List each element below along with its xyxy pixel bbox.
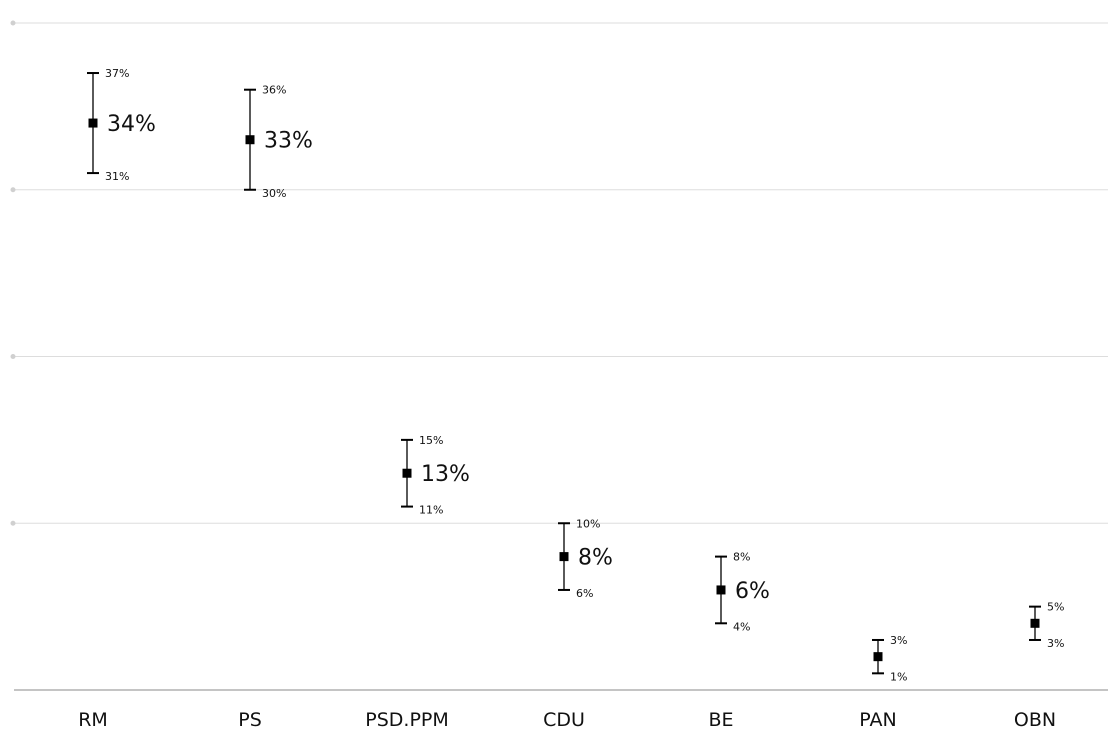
data-marks: 37% 31% 34% 36% 30% 33% 15% 11% 13% 10% 6% 8% 8% 4% 6%… [87, 67, 1064, 683]
upper-bound-label: 15% [419, 434, 443, 447]
upper-bound-label: 3% [890, 634, 907, 647]
upper-bound-label: 37% [105, 67, 129, 80]
data-point [717, 585, 726, 594]
data-point [246, 135, 255, 144]
category-label: RM [78, 709, 108, 731]
error-bar-group: 5% 3% [1029, 601, 1064, 650]
value-label: 33% [264, 129, 313, 154]
error-bar-group: 3% 1% [872, 634, 907, 683]
gridline-dot [11, 354, 16, 359]
gridline-dot [11, 521, 16, 526]
gridlines [11, 21, 1108, 526]
lower-bound-label: 11% [419, 504, 443, 517]
data-point [560, 552, 569, 561]
error-bar-group: 37% 31% 34% [87, 67, 156, 183]
upper-bound-label: 8% [733, 551, 750, 564]
upper-bound-label: 10% [576, 517, 600, 530]
lower-bound-label: 30% [262, 187, 286, 200]
gridline-dot [11, 21, 16, 26]
data-point [89, 119, 98, 128]
lower-bound-label: 6% [576, 587, 593, 600]
upper-bound-label: 36% [262, 84, 286, 97]
lower-bound-label: 3% [1047, 637, 1064, 650]
gridline-dot [11, 187, 16, 192]
category-label: BE [708, 709, 733, 731]
upper-bound-label: 5% [1047, 601, 1064, 614]
data-point [874, 652, 883, 661]
lower-bound-label: 31% [105, 170, 129, 183]
category-labels: RM PS PSD.PPM CDU BE PAN OBN [78, 709, 1056, 731]
data-point [403, 469, 412, 478]
value-label: 6% [735, 579, 770, 604]
category-label: CDU [543, 709, 585, 731]
category-label: PSD.PPM [365, 709, 449, 731]
category-label: OBN [1014, 709, 1056, 731]
lower-bound-label: 1% [890, 670, 907, 683]
category-label: PAN [859, 709, 896, 731]
lower-bound-label: 4% [733, 620, 750, 633]
value-label: 13% [421, 462, 470, 487]
error-bar-group: 10% 6% 8% [558, 517, 613, 600]
value-label: 8% [578, 546, 613, 571]
category-label: PS [238, 709, 262, 731]
error-bar-group: 8% 4% 6% [715, 551, 770, 634]
value-label: 34% [107, 112, 156, 137]
error-bar-group: 15% 11% 13% [401, 434, 470, 517]
error-bar-group: 36% 30% 33% [244, 84, 313, 200]
data-point [1031, 619, 1040, 628]
